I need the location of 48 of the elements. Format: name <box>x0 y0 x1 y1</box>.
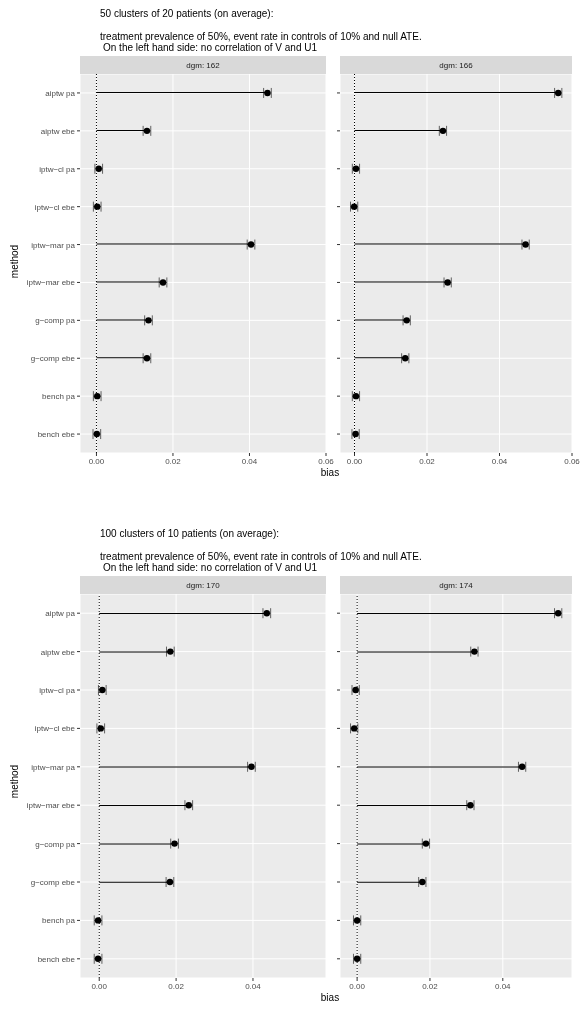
y-axis-title: method <box>8 763 20 801</box>
x-tick-label: 0.00 <box>346 456 363 466</box>
x-tick-label: 0.04 <box>491 456 508 466</box>
y-tick-label: iptw−cl pa <box>39 686 76 695</box>
y-tick-label: aiptw pa <box>45 609 76 619</box>
y-tick-label: g−comp ebe <box>30 354 76 364</box>
y-axis-title: method <box>8 243 20 281</box>
x-tick-label: 0.02 <box>165 456 182 466</box>
y-tick-label: g−comp pa <box>35 316 76 326</box>
chart-title: dgm: 162 <box>80 56 326 74</box>
x-tick-label: 0.06 <box>318 456 335 466</box>
text: treatment prevalence of 50%, event rate in controls of 10% and null ATE. <box>100 551 423 562</box>
x-tick-label: 0.04 <box>241 456 258 466</box>
text: 50 clusters of 20 patients (on average): <box>100 8 275 19</box>
x-tick-label: 0.06 <box>564 456 581 466</box>
y-tick-label: aiptw pa <box>45 88 76 98</box>
y-tick-label: g−comp pa <box>35 839 76 849</box>
text: treatment prevalence of 50%, event rate in controls of 10% and null ATE. <box>100 31 423 42</box>
x-tick-label: 0.02 <box>168 981 185 991</box>
x-tick-label: 0.04 <box>245 981 262 991</box>
text: On the left hand side: no correlation of V and U1 <box>102 562 319 573</box>
y-tick-label: bench ebe <box>37 430 76 440</box>
x-tick-label: 0.00 <box>88 456 105 466</box>
x-axis-title: bias <box>319 992 341 1003</box>
y-tick-label: aiptw ebe <box>40 647 76 657</box>
text: 100 clusters of 10 patients (on average): <box>100 528 280 539</box>
x-tick-label: 0.00 <box>91 981 108 991</box>
y-tick-label: iptw−cl ebe <box>34 202 76 212</box>
y-tick-label: iptw−mar ebe <box>26 278 76 288</box>
y-tick-label: bench pa <box>42 392 76 402</box>
y-tick-label: bench ebe <box>37 954 76 964</box>
y-tick-label: g−comp ebe <box>30 878 76 887</box>
chart-title: dgm: 170 <box>80 576 326 594</box>
y-tick-label: bench pa <box>42 916 76 926</box>
x-tick-label: 0.00 <box>349 981 366 991</box>
x-axis-title: bias <box>319 467 341 478</box>
y-tick-label: aiptw ebe <box>40 126 76 136</box>
y-tick-label: iptw−mar pa <box>31 240 76 250</box>
chart-title: dgm: 174 <box>340 576 572 594</box>
x-tick-label: 0.02 <box>422 981 439 991</box>
y-tick-label: iptw−mar ebe <box>26 801 76 811</box>
x-tick-label: 0.04 <box>495 981 512 991</box>
y-tick-label: iptw−mar pa <box>31 762 76 772</box>
chart-title: dgm: 166 <box>340 56 572 74</box>
y-tick-label: iptw−cl ebe <box>34 724 76 734</box>
x-tick-label: 0.02 <box>419 456 436 466</box>
text: On the left hand side: no correlation of V and U1 <box>102 42 319 53</box>
y-tick-label: iptw−cl pa <box>39 164 76 174</box>
